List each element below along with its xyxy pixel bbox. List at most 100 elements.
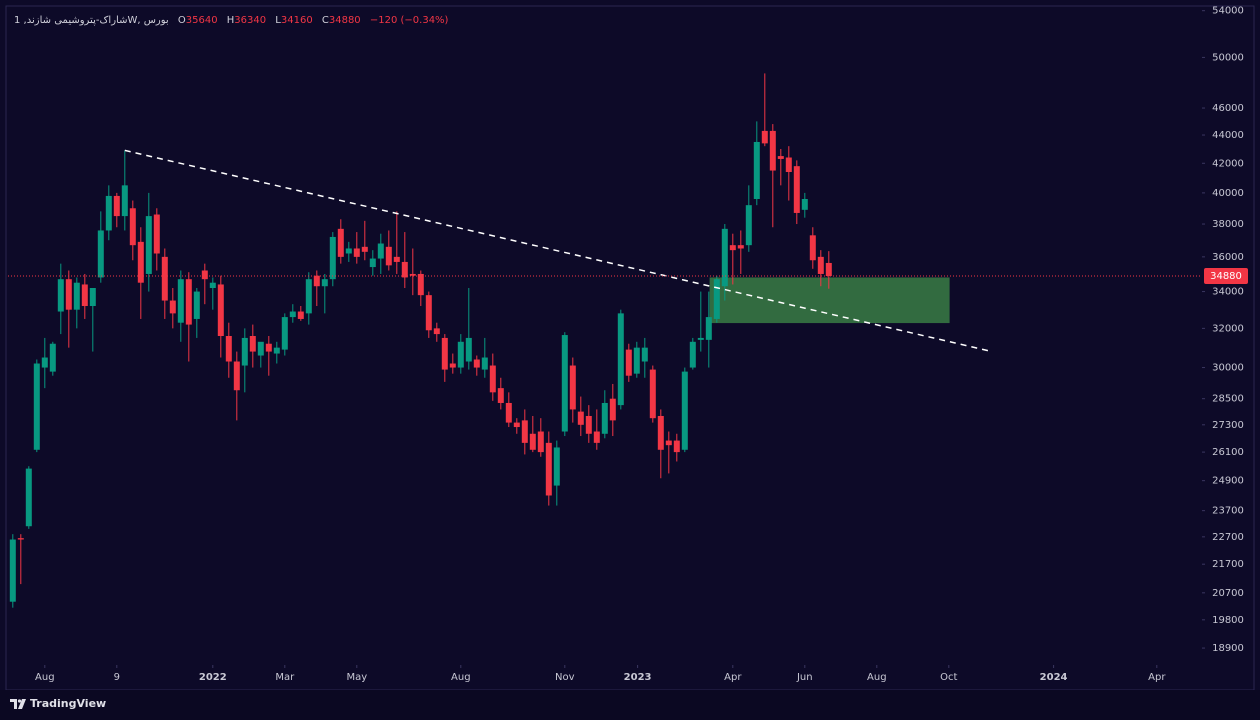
- candle-body: [425, 295, 432, 331]
- y-tick-label: 46000: [1212, 103, 1244, 114]
- candle-body: [681, 371, 688, 450]
- candle-body: [209, 282, 216, 289]
- candle-body: [329, 236, 336, 280]
- candle-body: [801, 198, 808, 210]
- candle-body: [273, 347, 280, 354]
- candle-body: [689, 341, 696, 368]
- candle-body: [337, 228, 344, 257]
- y-tick-label: 50000: [1212, 52, 1244, 63]
- candle-body: [449, 363, 456, 368]
- candle-body: [745, 205, 752, 246]
- candle-body: [785, 157, 792, 173]
- l-value: 34160: [280, 15, 313, 26]
- candle-body: [105, 195, 112, 231]
- candle-body: [249, 336, 256, 352]
- symbol: شاراک-پتروشیمی شازند, 1W, بورس: [14, 15, 169, 26]
- zone: [709, 277, 950, 324]
- candle-body: [521, 420, 528, 443]
- l-label: L: [275, 15, 281, 26]
- candle-body: [457, 341, 464, 368]
- x-tick-label: 2024: [1040, 672, 1068, 683]
- h-label: H: [226, 15, 235, 26]
- candle-body: [113, 195, 120, 217]
- candle-body: [201, 270, 208, 280]
- candle-body: [537, 431, 544, 453]
- candle-body: [281, 317, 288, 350]
- candle-body: [153, 214, 160, 254]
- x-tick-label: 2023: [624, 672, 652, 683]
- candle-body: [297, 311, 304, 319]
- candle-body: [649, 369, 656, 419]
- legend-header: شاراک-پتروشیمی شازند, 1W, بورس O35640 H3…: [14, 15, 448, 26]
- y-tick-label: 20700: [1212, 588, 1244, 599]
- brand: TradingView: [30, 697, 107, 710]
- candle-body: [409, 273, 416, 276]
- candle-body: [193, 291, 200, 319]
- y-tick-label: 23700: [1212, 506, 1244, 517]
- x-tick-label: Nov: [555, 672, 575, 683]
- x-tick-label: 9: [114, 672, 120, 683]
- candle-body: [705, 317, 712, 340]
- candle-body: [265, 343, 272, 352]
- x-tick-label: May: [346, 672, 367, 683]
- candle-body: [57, 279, 64, 312]
- candle-body: [633, 347, 640, 374]
- y-tick-label: 28500: [1212, 394, 1244, 405]
- logo: [10, 698, 26, 709]
- candle-body: [713, 279, 720, 319]
- y-tick-label: 32000: [1212, 323, 1244, 334]
- y-tick-label: 22700: [1212, 532, 1244, 543]
- last-price-label: 34880: [1210, 271, 1242, 282]
- candle-body: [73, 282, 80, 310]
- candle-body: [145, 216, 152, 274]
- y-tick-label: 40000: [1212, 188, 1244, 199]
- trendline: [124, 149, 990, 352]
- x-tick-label: 2022: [199, 672, 227, 683]
- candle-body: [577, 411, 584, 425]
- candle-body: [137, 241, 144, 283]
- candle-body: [417, 273, 424, 296]
- candle-body: [97, 230, 104, 278]
- candle-body: [305, 279, 312, 314]
- candle-body: [585, 415, 592, 434]
- candle-body: [9, 539, 16, 602]
- candle-body: [241, 337, 248, 366]
- candle-body: [809, 235, 816, 261]
- candle-body: [817, 256, 824, 274]
- footer-bar: [0, 690, 1260, 720]
- candle-body: [257, 341, 264, 356]
- candle-body: [697, 337, 704, 340]
- candle-body: [481, 357, 488, 370]
- candle-body: [185, 279, 192, 325]
- candle-body: [561, 335, 568, 432]
- c-label: C: [321, 15, 329, 26]
- candle-body: [729, 245, 736, 251]
- candle-body: [601, 402, 608, 434]
- candle-body: [609, 398, 616, 421]
- y-tick-label: 38000: [1212, 219, 1244, 230]
- candle-body: [793, 166, 800, 213]
- candle-body: [593, 431, 600, 443]
- c-value: 34880: [328, 15, 361, 26]
- candle-body: [825, 262, 832, 277]
- branding: TradingView: [10, 697, 106, 710]
- candle-body: [473, 359, 480, 368]
- candle-body: [641, 347, 648, 362]
- candle-body: [665, 440, 672, 446]
- candle-body: [81, 284, 88, 307]
- y-tick-label: 21700: [1212, 559, 1244, 570]
- candle-body: [129, 208, 136, 246]
- candle-body: [169, 300, 176, 314]
- x-tick-label: Oct: [940, 672, 957, 683]
- y-tick-label: 42000: [1212, 158, 1244, 169]
- candle-body: [289, 311, 296, 318]
- last-price-box: [1204, 268, 1248, 285]
- candle-body: [385, 246, 392, 266]
- candle-body: [89, 288, 96, 307]
- y-tick-label: 24900: [1212, 476, 1244, 487]
- candle-body: [401, 261, 408, 278]
- candle-body: [25, 468, 32, 527]
- y-tick-label: 44000: [1212, 130, 1244, 141]
